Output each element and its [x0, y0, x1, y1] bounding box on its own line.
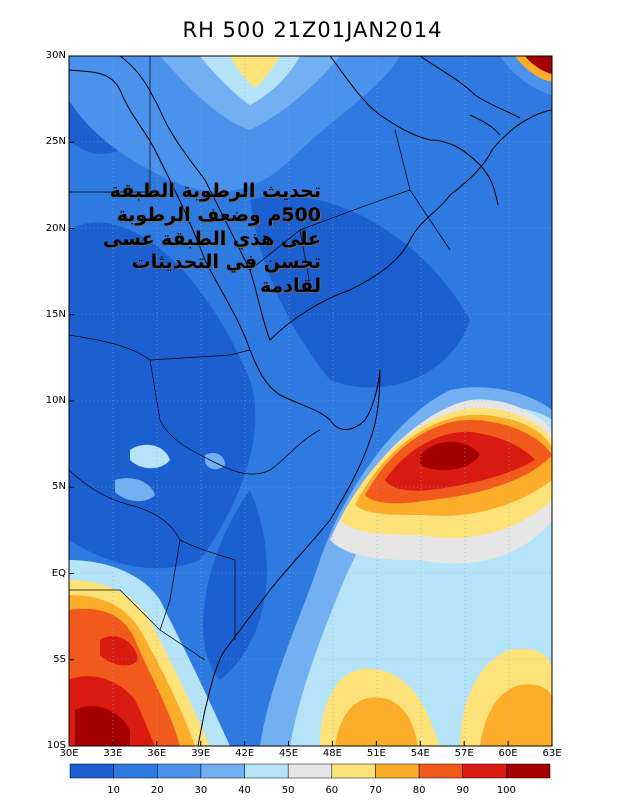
arabic-annotation: تحديث الرطوبة الطبقة 500م وضعف الرطوبة ع…	[95, 180, 321, 299]
colorbar-label: 40	[238, 785, 251, 796]
latitude-label: 25N	[45, 136, 66, 148]
colorbar-label: 50	[281, 785, 295, 796]
longitude-label: 39E	[191, 748, 211, 759]
annotation-line: تحديث الرطوبة الطبقة	[109, 180, 321, 202]
colorbar-swatch	[69, 763, 114, 779]
axis-ticks	[68, 55, 553, 747]
latitude-label: 30N	[45, 50, 66, 61]
latitude-label: EQ	[51, 567, 66, 579]
latitude-label: 10S	[46, 740, 66, 751]
longitude-label: 60E	[498, 748, 518, 759]
colorbar-swatch	[287, 763, 333, 779]
longitude-label: 45E	[279, 748, 299, 759]
map-title: RH 500 21Z01JAN2014	[182, 18, 443, 42]
colorbar-label: 90	[456, 785, 470, 796]
colorbar	[69, 763, 551, 779]
colorbar-label: 30	[194, 785, 208, 796]
colorbar-label: 100	[496, 785, 516, 796]
longitude-label: 48E	[322, 748, 342, 759]
colorbar-swatch	[244, 763, 289, 779]
longitude-label: 54E	[410, 748, 430, 759]
colorbar-swatch	[506, 763, 551, 779]
coastlines	[69, 56, 552, 746]
annotation-line: على هذي الطبقة عسى	[102, 227, 321, 250]
latitude-label: 15N	[45, 308, 66, 320]
colorbar-label: 80	[412, 785, 426, 796]
annotation-line: لقادمة	[260, 275, 321, 297]
longitude-label: 30E	[59, 748, 79, 759]
longitude-label: 63E	[542, 748, 562, 759]
longitude-label: 36E	[147, 748, 167, 759]
longitude-label: 51E	[366, 748, 386, 759]
annotation-line: 500م وضعف الرطوبة	[116, 203, 321, 226]
colorbar-swatch	[418, 763, 463, 779]
latitude-label: 5S	[53, 653, 66, 665]
colorbar-swatch	[200, 763, 245, 779]
longitude-label: 42E	[235, 748, 255, 759]
colorbar-label: 60	[325, 785, 339, 796]
annotation-line: تحسن في التحديثات	[131, 251, 321, 274]
longitude-label: 33E	[103, 748, 123, 759]
colorbar-swatch	[157, 763, 202, 779]
longitude-label: 57E	[454, 748, 474, 759]
latitude-label: 5N	[52, 481, 66, 493]
country-borders	[69, 56, 451, 661]
colorbar-label: 20	[150, 785, 164, 796]
rh-field	[69, 56, 552, 746]
colorbar-label: 70	[369, 785, 382, 796]
colorbar-swatch	[331, 763, 376, 779]
latitude-label: 20N	[45, 222, 66, 234]
colorbar-label: 10	[107, 785, 120, 796]
colorbar-swatch	[113, 763, 158, 779]
colorbar-swatch	[375, 763, 420, 779]
colorbar-swatch	[462, 763, 507, 779]
latitude-label: 10N	[45, 395, 66, 406]
